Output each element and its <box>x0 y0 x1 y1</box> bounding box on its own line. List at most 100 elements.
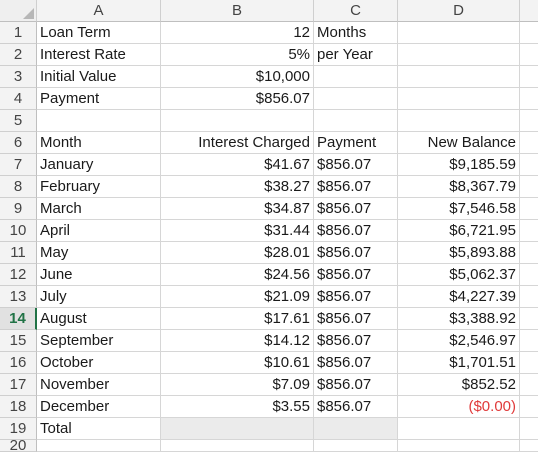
cell-b7[interactable]: $41.67 <box>161 154 314 176</box>
cell-e20[interactable] <box>520 440 538 452</box>
cell-c11[interactable]: $856.07 <box>314 242 398 264</box>
cell-d9[interactable]: $7,546.58 <box>398 198 520 220</box>
cell-b17[interactable]: $7.09 <box>161 374 314 396</box>
row-header[interactable]: 9 <box>0 198 37 220</box>
row-header[interactable]: 19 <box>0 418 37 440</box>
cell-a19[interactable]: Total <box>37 418 161 440</box>
row-header[interactable]: 8 <box>0 176 37 198</box>
row-header[interactable]: 7 <box>0 154 37 176</box>
cell-b16[interactable]: $10.61 <box>161 352 314 374</box>
row-header[interactable]: 18 <box>0 396 37 418</box>
row-header[interactable]: 11 <box>0 242 37 264</box>
cell-c6[interactable]: Payment <box>314 132 398 154</box>
cell-b18[interactable]: $3.55 <box>161 396 314 418</box>
cell-c15[interactable]: $856.07 <box>314 330 398 352</box>
row-header[interactable]: 10 <box>0 220 37 242</box>
cell-c4[interactable] <box>314 88 398 110</box>
cell-e11[interactable] <box>520 242 538 264</box>
cell-d15[interactable]: $2,546.97 <box>398 330 520 352</box>
row-header[interactable]: 16 <box>0 352 37 374</box>
column-header-b[interactable]: B <box>161 0 314 22</box>
cell-b1[interactable]: 12 <box>161 22 314 44</box>
cell-c1[interactable]: Months <box>314 22 398 44</box>
cell-e14[interactable] <box>520 308 538 330</box>
row-header-partial[interactable]: 20 <box>0 440 37 452</box>
cell-a12[interactable]: June <box>37 264 161 286</box>
cell-c18[interactable]: $856.07 <box>314 396 398 418</box>
cell-e3[interactable] <box>520 66 538 88</box>
cell-d4[interactable] <box>398 88 520 110</box>
cell-a8[interactable]: February <box>37 176 161 198</box>
cell-e6[interactable] <box>520 132 538 154</box>
cell-c17[interactable]: $856.07 <box>314 374 398 396</box>
column-header-d[interactable]: D <box>398 0 520 22</box>
cell-d7[interactable]: $9,185.59 <box>398 154 520 176</box>
select-all-corner[interactable] <box>0 0 37 22</box>
cell-d3[interactable] <box>398 66 520 88</box>
cell-c19-selected[interactable] <box>314 418 398 440</box>
cell-d8[interactable]: $8,367.79 <box>398 176 520 198</box>
cell-d19[interactable] <box>398 418 520 440</box>
cell-b9[interactable]: $34.87 <box>161 198 314 220</box>
cell-e17[interactable] <box>520 374 538 396</box>
cell-d13[interactable]: $4,227.39 <box>398 286 520 308</box>
row-header[interactable]: 5 <box>0 110 37 132</box>
cell-e1[interactable] <box>520 22 538 44</box>
cell-c2[interactable]: per Year <box>314 44 398 66</box>
cell-a9[interactable]: March <box>37 198 161 220</box>
cell-d14[interactable]: $3,388.92 <box>398 308 520 330</box>
cell-e5[interactable] <box>520 110 538 132</box>
cell-c13[interactable]: $856.07 <box>314 286 398 308</box>
cell-d18-negative-balance[interactable]: ($0.00) <box>398 396 520 418</box>
cell-a4[interactable]: Payment <box>37 88 161 110</box>
cell-c10[interactable]: $856.07 <box>314 220 398 242</box>
cell-d10[interactable]: $6,721.95 <box>398 220 520 242</box>
row-header[interactable]: 2 <box>0 44 37 66</box>
cell-c9[interactable]: $856.07 <box>314 198 398 220</box>
cell-e15[interactable] <box>520 330 538 352</box>
cell-d1[interactable] <box>398 22 520 44</box>
column-header-a[interactable]: A <box>37 0 161 22</box>
cell-c5[interactable] <box>314 110 398 132</box>
column-header-e-partial[interactable] <box>520 0 538 22</box>
cell-e7[interactable] <box>520 154 538 176</box>
cell-b13[interactable]: $21.09 <box>161 286 314 308</box>
row-header[interactable]: 4 <box>0 88 37 110</box>
cell-c20[interactable] <box>314 440 398 452</box>
cell-c14[interactable]: $856.07 <box>314 308 398 330</box>
cell-a11[interactable]: May <box>37 242 161 264</box>
cell-b15[interactable]: $14.12 <box>161 330 314 352</box>
cell-b5[interactable] <box>161 110 314 132</box>
cell-c12[interactable]: $856.07 <box>314 264 398 286</box>
cell-a20[interactable] <box>37 440 161 452</box>
row-header[interactable]: 15 <box>0 330 37 352</box>
cell-d5[interactable] <box>398 110 520 132</box>
cell-a13[interactable]: July <box>37 286 161 308</box>
cell-b6[interactable]: Interest Charged <box>161 132 314 154</box>
cell-a14[interactable]: August <box>37 308 161 330</box>
cell-b19-selected[interactable] <box>161 418 314 440</box>
cell-b12[interactable]: $24.56 <box>161 264 314 286</box>
cell-b3[interactable]: $10,000 <box>161 66 314 88</box>
row-header[interactable]: 13 <box>0 286 37 308</box>
cell-d16[interactable]: $1,701.51 <box>398 352 520 374</box>
cell-a15[interactable]: September <box>37 330 161 352</box>
cell-d2[interactable] <box>398 44 520 66</box>
cell-e13[interactable] <box>520 286 538 308</box>
cell-a3[interactable]: Initial Value <box>37 66 161 88</box>
cell-c7[interactable]: $856.07 <box>314 154 398 176</box>
cell-d20[interactable] <box>398 440 520 452</box>
cell-d11[interactable]: $5,893.88 <box>398 242 520 264</box>
cell-d17[interactable]: $852.52 <box>398 374 520 396</box>
cell-c8[interactable]: $856.07 <box>314 176 398 198</box>
cell-e10[interactable] <box>520 220 538 242</box>
cell-e8[interactable] <box>520 176 538 198</box>
cell-e12[interactable] <box>520 264 538 286</box>
cell-e19[interactable] <box>520 418 538 440</box>
row-header[interactable]: 12 <box>0 264 37 286</box>
cell-a6[interactable]: Month <box>37 132 161 154</box>
cell-b8[interactable]: $38.27 <box>161 176 314 198</box>
cell-e2[interactable] <box>520 44 538 66</box>
row-header[interactable]: 3 <box>0 66 37 88</box>
cell-a2[interactable]: Interest Rate <box>37 44 161 66</box>
